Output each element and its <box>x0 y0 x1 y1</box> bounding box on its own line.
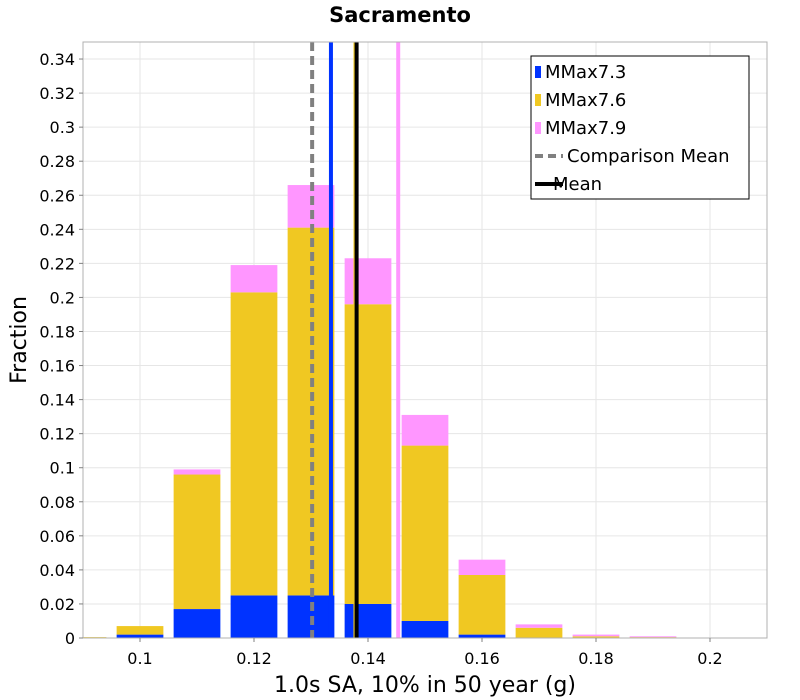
bar-mmax7-3 <box>116 634 164 638</box>
legend-label-mean: Mean <box>553 174 602 195</box>
y-tick-label: 0.3 <box>50 118 75 137</box>
x-tick-label: 0.2 <box>697 649 722 668</box>
bar-mmax7-9 <box>572 634 620 637</box>
bar-mmax7-9 <box>629 636 677 638</box>
legend: MMax7.3 MMax7.6 MMax7.9 Comparison Mean Mean <box>530 55 750 200</box>
legend-box <box>530 55 750 200</box>
legend-swatch-mmax7-9 <box>535 122 541 134</box>
y-tick-label: 0 <box>65 629 75 648</box>
y-tick-label: 0.34 <box>39 50 75 69</box>
x-tick-label: 0.12 <box>236 649 272 668</box>
bar-mmax7-3 <box>344 603 392 638</box>
y-tick-label: 0.06 <box>39 527 75 546</box>
bar-mmax7-6 <box>515 627 563 638</box>
bar-mmax7-9 <box>515 624 563 628</box>
bar-mmax7-9 <box>173 469 221 475</box>
x-tick-label: 0.18 <box>578 649 614 668</box>
y-tick-label: 0.26 <box>39 186 75 205</box>
bar-mmax7-6 <box>116 626 164 635</box>
bar-mmax7-9 <box>401 414 449 446</box>
bar-mmax7-6 <box>458 574 506 635</box>
bar-mmax7-9 <box>344 258 392 305</box>
bar-mmax7-9 <box>230 265 278 293</box>
y-tick-label: 0.2 <box>50 288 75 307</box>
y-tick-label: 0.12 <box>39 425 75 444</box>
y-tick-label: 0.18 <box>39 322 75 341</box>
x-tick-label: 0.14 <box>350 649 386 668</box>
plot-border <box>82 41 768 639</box>
legend-swatch-mmax7-6 <box>535 94 541 106</box>
bar-mmax7-3 <box>230 595 278 638</box>
legend-swatch-mmax7-3 <box>535 66 541 78</box>
bar-mmax7-3 <box>458 634 506 638</box>
y-tick-label: 0.14 <box>39 391 75 410</box>
x-tick-label: 0.16 <box>464 649 500 668</box>
x-tick-label: 0.1 <box>127 649 152 668</box>
bar-mmax7-6 <box>230 292 278 596</box>
legend-label-mmax7-9: MMax7.9 <box>545 118 626 139</box>
y-tick-label: 0.22 <box>39 254 75 273</box>
y-axis-title: Fraction <box>7 296 32 384</box>
y-tick-label: 0.02 <box>39 595 75 614</box>
y-tick-label: 0.1 <box>50 459 75 478</box>
bar-mmax7-3 <box>173 609 221 638</box>
plot-area: 0 0.02 0.04 0.06 0.08 0.1 0.12 0.14 0.16 0.18 0.2 0… <box>39 41 768 668</box>
y-tick-label: 0.04 <box>39 561 75 580</box>
legend-label-mmax7-6: MMax7.6 <box>545 90 626 111</box>
y-tick-label: 0.16 <box>39 357 75 376</box>
bar-mmax7-6 <box>344 304 392 604</box>
x-axis-title: 1.0s SA, 10% in 50 year (g) <box>274 673 576 698</box>
y-tick-label: 0.08 <box>39 493 75 512</box>
bar-mmax7-6 <box>401 445 449 621</box>
bar-mmax7-6 <box>173 474 221 610</box>
y-tick-label: 0.32 <box>39 84 75 103</box>
bar-mmax7-3 <box>401 620 449 638</box>
legend-label-comparison-mean: Comparison Mean <box>567 146 730 167</box>
y-tick-label: 0.24 <box>39 220 75 239</box>
bar-mmax7-6 <box>572 636 620 638</box>
legend-label-mmax7-3: MMax7.3 <box>545 62 626 83</box>
chart-title: Sacramento <box>329 3 471 27</box>
y-tick-label: 0.28 <box>39 152 75 171</box>
bar-mmax7-9 <box>458 559 506 575</box>
bar-mmax7-9 <box>287 185 335 228</box>
